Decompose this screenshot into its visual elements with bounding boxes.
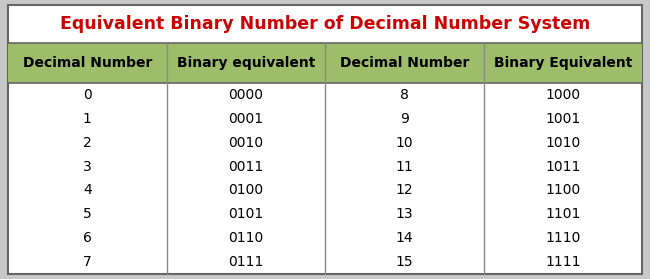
Text: 0010: 0010 (228, 136, 263, 150)
Text: 0100: 0100 (228, 183, 263, 198)
Text: 6: 6 (83, 231, 92, 245)
Text: 3: 3 (83, 160, 92, 174)
Text: 1101: 1101 (545, 207, 580, 221)
Bar (8, 43, 642, 83)
Text: 1010: 1010 (545, 136, 580, 150)
Text: 1001: 1001 (545, 112, 580, 126)
Text: 0110: 0110 (228, 231, 263, 245)
Text: 4: 4 (83, 183, 92, 198)
Text: Decimal Number: Decimal Number (23, 56, 152, 70)
Text: 9: 9 (400, 112, 409, 126)
Text: 10: 10 (395, 136, 413, 150)
Text: 15: 15 (395, 255, 413, 269)
Text: 7: 7 (83, 255, 92, 269)
Text: Binary Equivalent: Binary Equivalent (493, 56, 632, 70)
Text: 12: 12 (395, 183, 413, 198)
Text: 0111: 0111 (228, 255, 263, 269)
Text: 1011: 1011 (545, 160, 580, 174)
Text: Binary equivalent: Binary equivalent (177, 56, 315, 70)
Text: 1111: 1111 (545, 255, 580, 269)
Text: Decimal Number: Decimal Number (339, 56, 469, 70)
Text: 0101: 0101 (228, 207, 263, 221)
Text: 1110: 1110 (545, 231, 580, 245)
Text: 5: 5 (83, 207, 92, 221)
Text: 2: 2 (83, 136, 92, 150)
Text: 8: 8 (400, 88, 409, 102)
Text: 1: 1 (83, 112, 92, 126)
Text: 0000: 0000 (228, 88, 263, 102)
Text: 0: 0 (83, 88, 92, 102)
Text: 0011: 0011 (228, 160, 263, 174)
Text: 11: 11 (395, 160, 413, 174)
Text: Equivalent Binary Number of Decimal Number System: Equivalent Binary Number of Decimal Numb… (60, 15, 590, 33)
Text: 0001: 0001 (228, 112, 263, 126)
Text: 1100: 1100 (545, 183, 580, 198)
Text: 14: 14 (395, 231, 413, 245)
Text: 1000: 1000 (545, 88, 580, 102)
Text: 13: 13 (395, 207, 413, 221)
